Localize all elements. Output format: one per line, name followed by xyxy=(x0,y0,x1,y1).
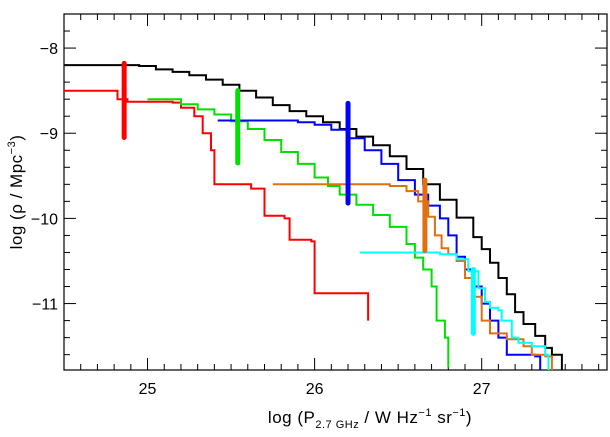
plot-border xyxy=(63,13,608,371)
y-tick-label: −9 xyxy=(40,126,58,143)
plot-frame xyxy=(63,13,608,371)
series-line-5 xyxy=(272,183,553,370)
tick-labels: 25 26 27 −8 −9 −10 −11 xyxy=(31,41,491,398)
series-line-4 xyxy=(217,119,542,370)
marker-layer xyxy=(121,60,476,336)
x-axis-title: log (P2.7 GHz / W Hz−1 sr−1) xyxy=(268,407,472,431)
series-line-1 xyxy=(64,64,563,370)
x-tick-label: 27 xyxy=(473,381,491,398)
y-axis-title: log (ρ / Mpc−3) xyxy=(6,135,26,250)
y-tick-label: −8 xyxy=(40,41,58,58)
y-tick-label: −10 xyxy=(31,211,58,228)
series-layer xyxy=(64,64,563,370)
y-tick-label: −11 xyxy=(32,297,58,314)
axis-ticks xyxy=(63,13,607,370)
series-line-6 xyxy=(359,251,550,370)
series-line-3 xyxy=(147,98,450,368)
x-tick-label: 26 xyxy=(306,381,324,398)
series-line-2 xyxy=(64,89,370,321)
x-tick-label: 25 xyxy=(139,381,157,398)
